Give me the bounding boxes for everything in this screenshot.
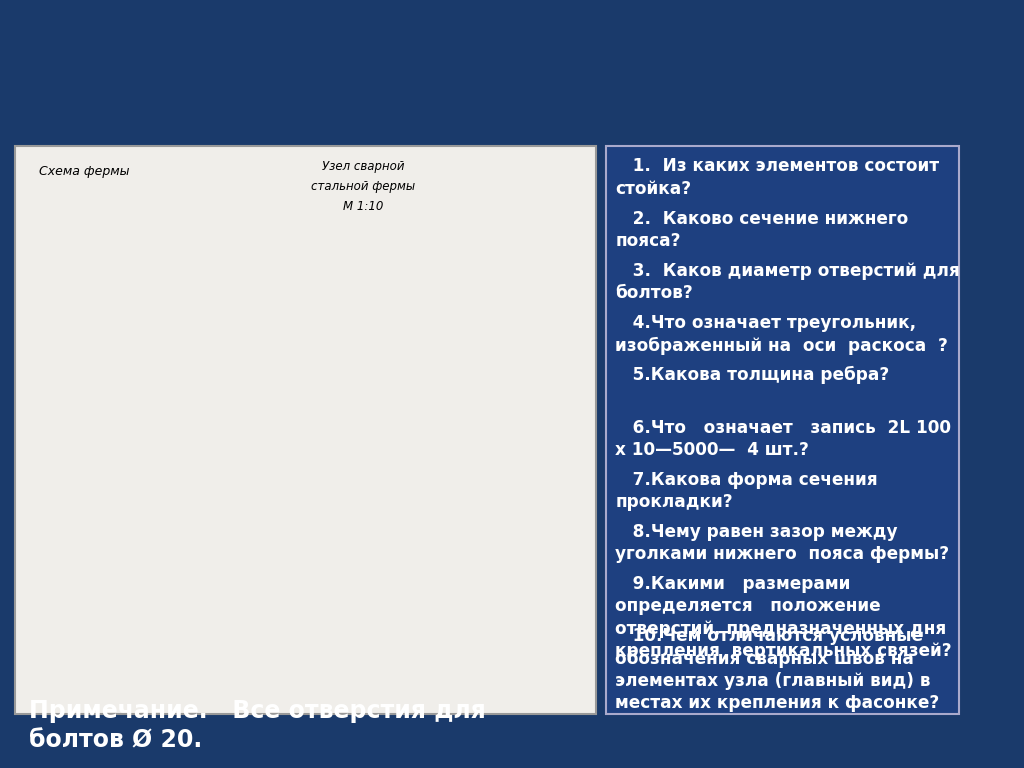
Text: Схема фермы: Схема фермы: [39, 165, 129, 178]
Text: 1.  Из каких элементов состоит
стойка?: 1. Из каких элементов состоит стойка?: [615, 157, 939, 197]
FancyBboxPatch shape: [14, 146, 596, 714]
Text: 2.  Каково сечение нижнего
пояса?: 2. Каково сечение нижнего пояса?: [615, 210, 908, 250]
Text: 6.Что   означает   запись  2L 100
х 10—5000—  4 шт.?: 6.Что означает запись 2L 100 х 10—5000— …: [615, 419, 951, 458]
Text: 5.Какова толщина ребра?: 5.Какова толщина ребра?: [615, 366, 890, 385]
Text: Узел сварной: Узел сварной: [323, 160, 404, 173]
Text: 4.Что означает треугольник,
изображенный на  оси  раскоса  ?: 4.Что означает треугольник, изображенный…: [615, 314, 948, 355]
Text: стальной фермы: стальной фермы: [311, 180, 416, 194]
Text: 7.Какова форма сечения
прокладки?: 7.Какова форма сечения прокладки?: [615, 471, 878, 511]
Text: М 1:10: М 1:10: [343, 200, 384, 213]
Text: 10.Чем отличаются условные
обозначения сварных швов на
элементах узла (главный в: 10.Чем отличаются условные обозначения с…: [615, 627, 939, 712]
Text: 3.  Каков диаметр отверстий для
болтов?: 3. Каков диаметр отверстий для болтов?: [615, 262, 961, 302]
Text: 9.Какими   размерами
определяется   положение
отверстий, предназначенных дня
кре: 9.Какими размерами определяется положени…: [615, 575, 952, 660]
FancyBboxPatch shape: [605, 146, 959, 714]
Text: 8.Чему равен зазор между
уголками нижнего  пояса фермы?: 8.Чему равен зазор между уголками нижнег…: [615, 523, 949, 563]
Text: Примечание.   Все отверстия для
болтов Ø 20.: Примечание. Все отверстия для болтов Ø 2…: [29, 699, 486, 753]
